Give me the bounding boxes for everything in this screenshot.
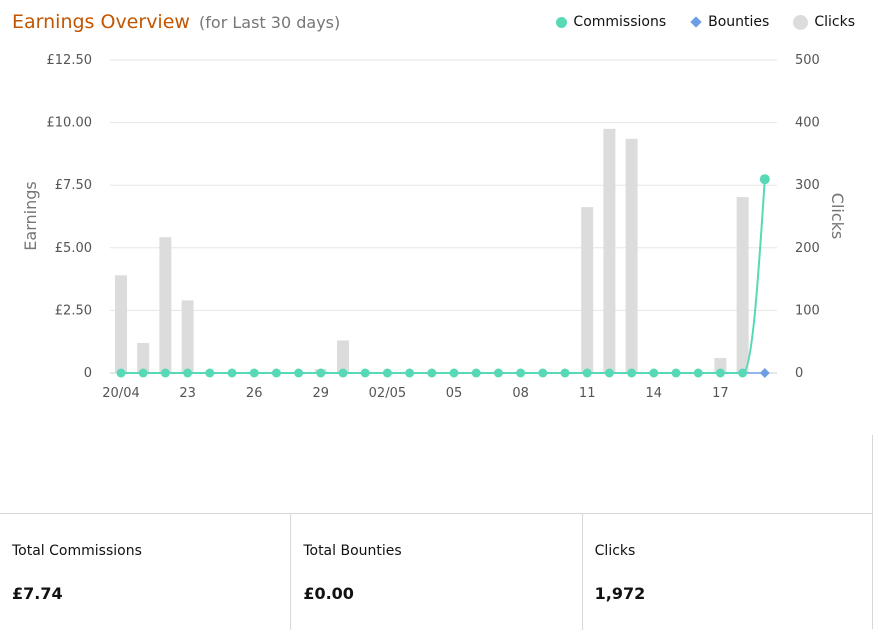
bounties-point bbox=[759, 368, 770, 378]
y-right-tick-label: 0 bbox=[795, 366, 803, 381]
clicks-bar bbox=[137, 342, 150, 373]
commissions-point bbox=[116, 368, 126, 378]
clicks-bar bbox=[714, 357, 727, 373]
commissions-point bbox=[560, 368, 570, 378]
y-left-axis-title: Earnings bbox=[21, 181, 40, 250]
commissions-point bbox=[715, 368, 725, 378]
y-right-tick-label: 200 bbox=[795, 241, 820, 256]
clicks-bar bbox=[603, 128, 616, 373]
y-left-tick-label: £2.50 bbox=[55, 303, 92, 318]
y-right-tick-label: 100 bbox=[795, 303, 820, 318]
commissions-point bbox=[516, 368, 526, 378]
commissions-point bbox=[427, 368, 437, 378]
commissions-point bbox=[538, 368, 548, 378]
commissions-point bbox=[759, 174, 770, 185]
commissions-point bbox=[405, 368, 415, 378]
commissions-point bbox=[627, 368, 637, 378]
x-tick-label: 29 bbox=[313, 386, 330, 401]
clicks-bar bbox=[115, 275, 127, 373]
commissions-point bbox=[160, 368, 170, 378]
clicks-bar bbox=[337, 340, 349, 373]
x-tick-label: 20/04 bbox=[102, 386, 139, 401]
stat-label: Clicks bbox=[594, 543, 636, 559]
commissions-marker-icon bbox=[556, 16, 568, 28]
commissions-point bbox=[649, 368, 659, 378]
clicks-bar bbox=[181, 300, 194, 373]
legend-label-bounties: Bounties bbox=[708, 14, 770, 30]
commissions-point bbox=[449, 368, 459, 378]
commissions-point bbox=[671, 368, 681, 378]
y-right-tick-label: 500 bbox=[795, 53, 820, 68]
commissions-point bbox=[271, 368, 281, 378]
stat-total-commissions: Total Commissions £7.74 bbox=[0, 514, 292, 630]
commissions-point bbox=[316, 368, 326, 378]
commissions-point bbox=[227, 368, 237, 378]
commissions-point bbox=[693, 368, 703, 378]
stat-clicks: Clicks 1,972 bbox=[583, 514, 873, 630]
commissions-point bbox=[471, 368, 481, 378]
y-right-axis-title: Clicks bbox=[828, 193, 847, 239]
clicks-bar bbox=[625, 138, 638, 373]
panel-edge bbox=[872, 435, 873, 629]
legend-label-commissions: Commissions bbox=[573, 14, 667, 30]
commissions-point bbox=[249, 368, 259, 378]
legend-item-bounties[interactable]: Bounties bbox=[690, 14, 769, 30]
y-left-tick-label: 0 bbox=[84, 366, 92, 381]
stats-panel: Total Commissions £7.74 Total Bounties £… bbox=[0, 513, 873, 630]
chart-subtitle: (for Last 30 days) bbox=[199, 13, 341, 32]
x-tick-label: 02/05 bbox=[369, 386, 406, 401]
y-right-tick-label: 300 bbox=[795, 178, 820, 193]
x-tick-label: 08 bbox=[512, 386, 529, 401]
commissions-point bbox=[360, 368, 370, 378]
stat-label: Total Bounties bbox=[303, 543, 402, 559]
commissions-point bbox=[582, 368, 592, 378]
clicks-marker-icon bbox=[793, 14, 809, 30]
clicks-bar bbox=[159, 237, 172, 373]
clicks-bar bbox=[581, 207, 594, 373]
legend-item-commissions[interactable]: Commissions bbox=[556, 14, 666, 30]
commissions-point bbox=[382, 368, 392, 378]
stat-value: £7.74 bbox=[12, 584, 63, 603]
x-tick-label: 23 bbox=[179, 386, 196, 401]
stat-value: £0.00 bbox=[303, 584, 354, 603]
x-tick-label: 26 bbox=[246, 386, 263, 401]
y-right-tick-label: 400 bbox=[795, 116, 820, 131]
stat-total-bounties: Total Bounties £0.00 bbox=[291, 514, 583, 630]
x-tick-label: 05 bbox=[446, 386, 463, 401]
x-tick-label: 17 bbox=[712, 386, 729, 401]
x-tick-label: 14 bbox=[646, 386, 663, 401]
commissions-point bbox=[294, 368, 304, 378]
chart-legend: Commissions Bounties Clicks bbox=[556, 14, 855, 30]
y-left-tick-label: £5.00 bbox=[55, 241, 92, 256]
commissions-point bbox=[183, 368, 193, 378]
stat-label: Total Commissions bbox=[12, 543, 142, 559]
legend-label-clicks: Clicks bbox=[814, 14, 855, 30]
y-left-tick-label: £7.50 bbox=[55, 178, 92, 193]
commissions-point bbox=[338, 368, 348, 378]
chart-header: Earnings Overview (for Last 30 days) bbox=[12, 11, 340, 33]
chart-title: Earnings Overview bbox=[12, 11, 190, 33]
y-left-tick-label: £12.50 bbox=[47, 53, 93, 68]
x-tick-label: 11 bbox=[579, 386, 596, 401]
stat-value: 1,972 bbox=[594, 584, 646, 603]
clicks-bar bbox=[736, 197, 749, 373]
y-left-tick-label: £10.00 bbox=[47, 116, 93, 131]
commissions-point bbox=[604, 368, 614, 378]
commissions-line bbox=[121, 179, 766, 374]
commissions-point bbox=[138, 368, 148, 378]
commissions-point bbox=[738, 368, 748, 378]
earnings-chart: 0 £2.50 £5.00 £7.50 £10.00 £12.50 0 100 200 300 40… bbox=[21, 53, 847, 401]
legend-item-clicks[interactable]: Clicks bbox=[793, 14, 855, 30]
commissions-point bbox=[205, 368, 215, 378]
commissions-point bbox=[493, 368, 503, 378]
